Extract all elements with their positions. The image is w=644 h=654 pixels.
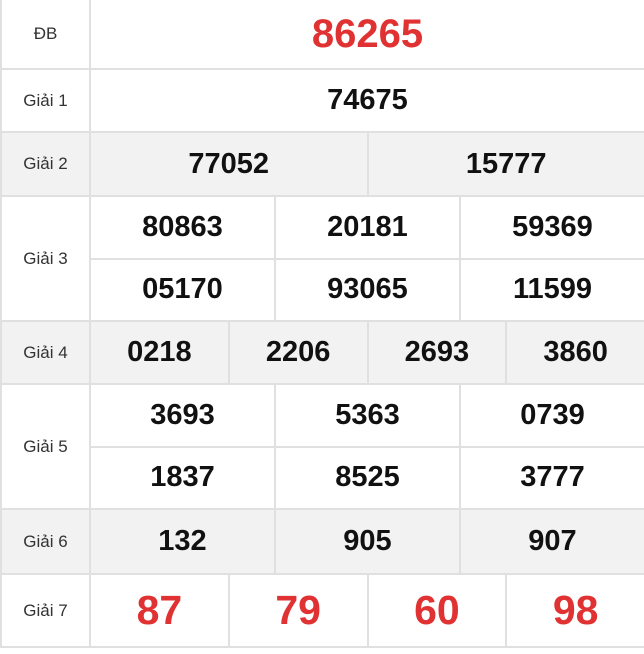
prize-number: 60: [369, 575, 508, 646]
prize-label: Giải 5: [2, 385, 91, 508]
prize-number: 907: [528, 525, 577, 557]
prize-label: Giải 7: [2, 575, 91, 646]
prize-number: 0739: [520, 398, 585, 431]
prize-row-5: Giải 5 3693 5363 0739 1837 8525 3777: [2, 385, 644, 510]
prize-label: Giải 3: [2, 197, 91, 320]
prize-row-7: Giải 7 87 79 60 98: [2, 575, 644, 648]
prize-number: 20181: [276, 197, 461, 258]
prize-number: 2206: [230, 322, 369, 383]
prize-number: 0218: [91, 322, 230, 383]
prize-number: 3777: [520, 461, 585, 494]
prize-row-3: Giải 3 80863 20181 59369 05170 93065 115…: [2, 197, 644, 322]
prize-label: Giải 4: [2, 322, 91, 383]
prize-number: 905: [276, 510, 461, 573]
prize-number: 80863: [91, 197, 276, 258]
prize-number: 79: [230, 575, 369, 646]
prize-number: 77052: [91, 133, 369, 195]
prize-number: 98: [552, 587, 599, 633]
prize-number: 2693: [369, 322, 508, 383]
prize-number: 15777: [465, 147, 547, 180]
prize-number: 74675: [327, 84, 408, 116]
prize-label: Giải 6: [2, 510, 91, 573]
prize-number: 132: [91, 510, 276, 573]
prize-number: 3693: [91, 385, 276, 446]
prize-number: 11599: [512, 273, 593, 306]
prize-label: ĐB: [2, 0, 91, 68]
prize-row-6: Giải 6 132 905 907: [2, 510, 644, 575]
prize-label: Giải 2: [2, 133, 91, 195]
prize-number: 87: [91, 575, 230, 646]
prize-number: 1837: [91, 447, 276, 508]
prize-row-4: Giải 4 0218 2206 2693 3860: [2, 322, 644, 385]
prize-row-special: ĐB 86265: [2, 0, 644, 70]
prize-number: 93065: [276, 259, 461, 320]
prize-number: 86265: [311, 11, 424, 56]
prize-label: Giải 1: [2, 70, 91, 131]
prize-number: 3860: [543, 336, 608, 368]
prize-number: 5363: [276, 385, 461, 446]
prize-number: 05170: [91, 259, 276, 320]
prize-row-2: Giải 2 77052 15777: [2, 133, 644, 197]
prize-number: 8525: [276, 447, 461, 508]
prize-row-1: Giải 1 74675: [2, 70, 644, 133]
prize-number: 59369: [512, 210, 593, 243]
